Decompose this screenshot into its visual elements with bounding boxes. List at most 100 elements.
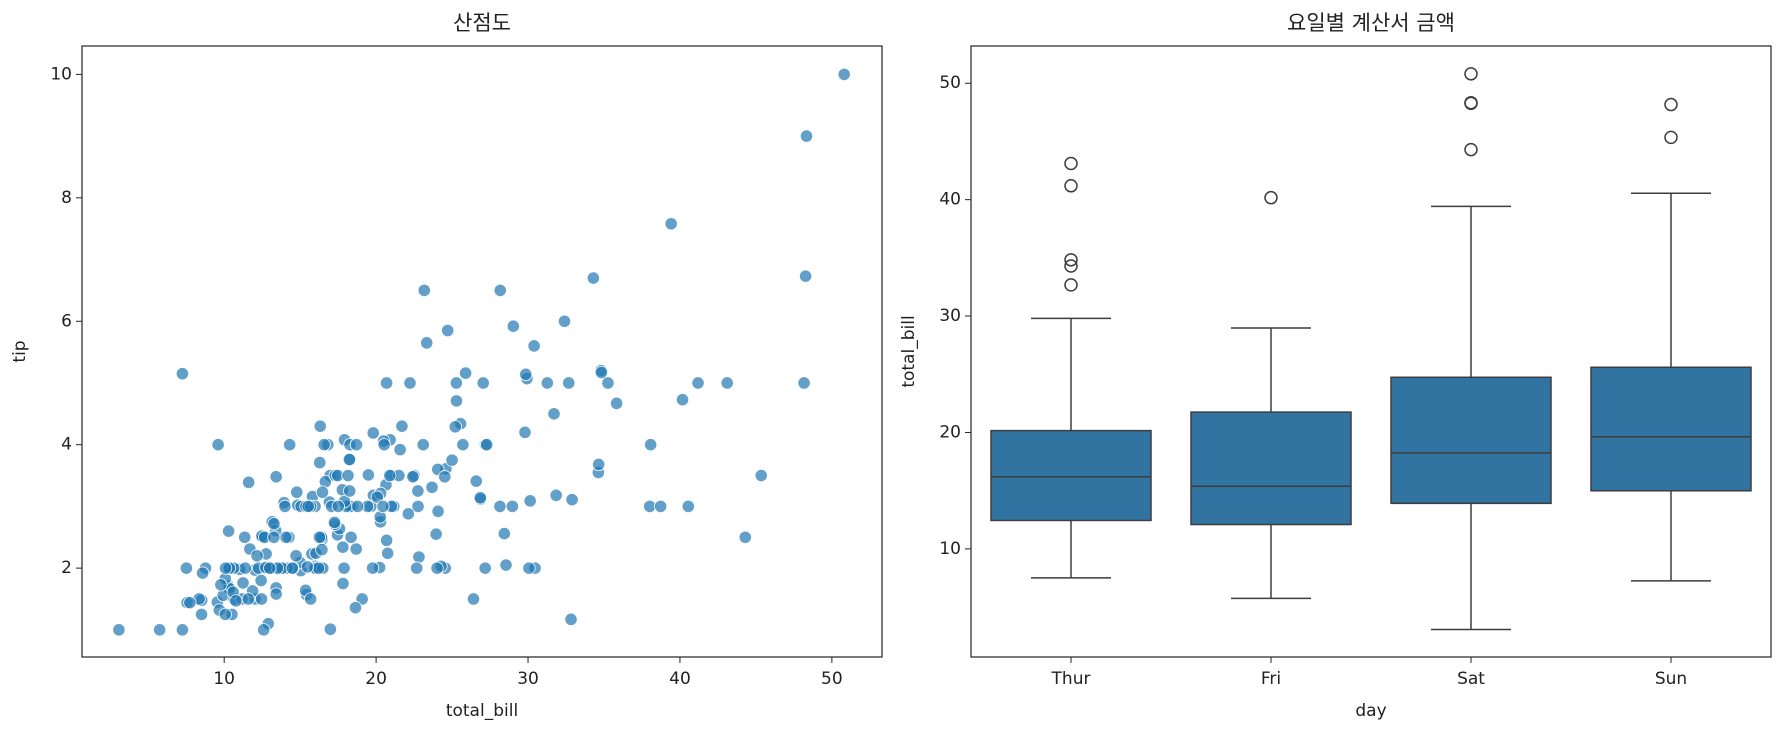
y-tick-label: 8 xyxy=(61,188,72,208)
outlier xyxy=(1064,179,1078,193)
point xyxy=(601,376,615,390)
x-tick-label: 10 xyxy=(213,669,235,689)
point xyxy=(518,425,532,439)
point xyxy=(336,540,350,554)
point xyxy=(469,474,483,488)
point xyxy=(519,367,533,381)
point xyxy=(797,376,811,390)
box xyxy=(990,429,1152,522)
x-axis-label: total_bill xyxy=(446,701,518,721)
point xyxy=(675,393,690,407)
point xyxy=(194,607,209,622)
y-tick-label: 10 xyxy=(50,64,72,84)
point xyxy=(406,470,420,484)
outlier xyxy=(1464,67,1478,81)
point xyxy=(837,67,851,81)
point xyxy=(430,561,444,575)
x-axis-label: day xyxy=(1355,701,1386,721)
point xyxy=(342,452,356,467)
point xyxy=(222,524,236,538)
point xyxy=(393,443,407,457)
point xyxy=(410,561,424,575)
point xyxy=(644,438,658,452)
point xyxy=(493,283,507,297)
point xyxy=(458,366,473,380)
point xyxy=(562,376,576,390)
point xyxy=(798,269,813,283)
y-tick-label: 40 xyxy=(939,190,961,210)
point xyxy=(196,566,210,580)
point xyxy=(337,561,351,575)
y-tick-label: 6 xyxy=(61,311,72,331)
point xyxy=(441,323,455,338)
point xyxy=(420,336,434,350)
x-tick-label: Sat xyxy=(1457,669,1485,689)
x-tick-label: Thur xyxy=(1051,669,1091,689)
point xyxy=(341,468,355,483)
outlier xyxy=(1264,190,1278,205)
point xyxy=(285,561,299,575)
point xyxy=(448,420,462,434)
axes-frame xyxy=(970,45,1772,658)
outlier xyxy=(1064,156,1078,171)
point xyxy=(254,573,268,588)
point xyxy=(269,587,283,601)
point xyxy=(350,499,365,514)
point xyxy=(238,530,252,544)
point xyxy=(425,480,439,494)
chart-title: 산점도 xyxy=(453,11,511,35)
point xyxy=(738,530,752,544)
point xyxy=(343,484,357,498)
point xyxy=(799,129,814,143)
point xyxy=(267,517,281,531)
point xyxy=(654,499,668,514)
point xyxy=(594,365,609,380)
point xyxy=(366,561,380,575)
point xyxy=(429,527,443,541)
outlier xyxy=(1664,97,1678,112)
point xyxy=(300,560,315,574)
point xyxy=(304,592,318,606)
point xyxy=(236,576,250,590)
point xyxy=(416,438,430,452)
point xyxy=(411,484,425,498)
y-tick-label: 30 xyxy=(939,306,961,326)
point xyxy=(505,499,519,514)
point xyxy=(438,470,452,484)
outlier xyxy=(1464,95,1478,110)
y-tick-label: 10 xyxy=(939,539,961,559)
point xyxy=(379,376,394,390)
point xyxy=(522,561,536,575)
point xyxy=(506,319,520,333)
point xyxy=(403,376,417,390)
point xyxy=(395,419,409,433)
point xyxy=(278,499,292,514)
point xyxy=(478,561,492,575)
point xyxy=(242,475,256,489)
point xyxy=(480,438,494,452)
x-tick-label: 20 xyxy=(365,669,387,689)
point xyxy=(229,594,243,608)
point xyxy=(681,499,695,514)
box xyxy=(1190,411,1352,526)
outlier xyxy=(1064,253,1078,267)
point xyxy=(376,499,390,514)
point xyxy=(241,592,255,606)
point xyxy=(183,596,197,610)
point xyxy=(263,561,277,575)
point xyxy=(449,394,464,408)
point xyxy=(609,396,624,410)
point xyxy=(664,217,678,231)
y-axis-label: total_bill xyxy=(899,315,919,387)
point xyxy=(379,533,394,547)
point xyxy=(592,457,606,472)
point xyxy=(540,376,554,390)
y-axis-label: tip xyxy=(10,340,30,362)
point xyxy=(557,314,572,328)
x-tick-label: 40 xyxy=(669,669,691,689)
point xyxy=(336,576,350,591)
point xyxy=(412,550,426,564)
outlier xyxy=(1464,142,1478,157)
point xyxy=(257,623,271,637)
point xyxy=(476,376,490,390)
